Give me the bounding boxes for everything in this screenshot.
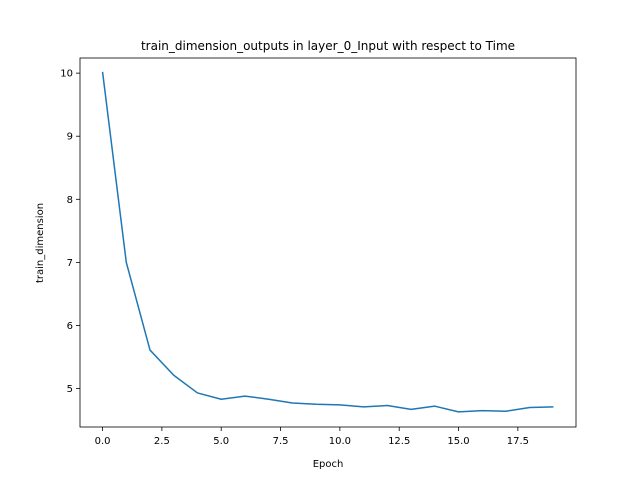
y-tick-label: 10 bbox=[60, 69, 73, 80]
x-tick-label: 0.0 bbox=[95, 436, 111, 447]
series-layer bbox=[101, 71, 554, 413]
y-tick-label: 8 bbox=[67, 195, 73, 206]
x-tick-label: 2.5 bbox=[154, 436, 170, 447]
x-tick-label: 5.0 bbox=[213, 436, 229, 447]
x-tick-label: 17.5 bbox=[507, 436, 529, 447]
x-axis-ticks: 0.0 2.5 5.0 7.5 10.0 12.5 15.0 17.5 bbox=[95, 427, 529, 447]
series-line bbox=[101, 71, 554, 413]
y-tick-label: 9 bbox=[67, 132, 73, 143]
plot-frame bbox=[79, 57, 577, 428]
y-axis-ticks: 5 6 7 8 9 10 bbox=[60, 69, 80, 395]
x-tick-label: 15.0 bbox=[447, 436, 469, 447]
chart-title: train_dimension_outputs in layer_0_Input… bbox=[141, 39, 515, 53]
x-tick-label: 12.5 bbox=[388, 436, 410, 447]
x-axis-label: Epoch bbox=[313, 459, 344, 470]
y-tick-label: 5 bbox=[67, 384, 73, 395]
y-tick-label: 6 bbox=[67, 321, 73, 332]
x-tick-label: 7.5 bbox=[273, 436, 289, 447]
y-axis-label: train_dimension bbox=[35, 203, 46, 283]
y-tick-label: 7 bbox=[67, 258, 73, 269]
x-tick-label: 10.0 bbox=[329, 436, 351, 447]
